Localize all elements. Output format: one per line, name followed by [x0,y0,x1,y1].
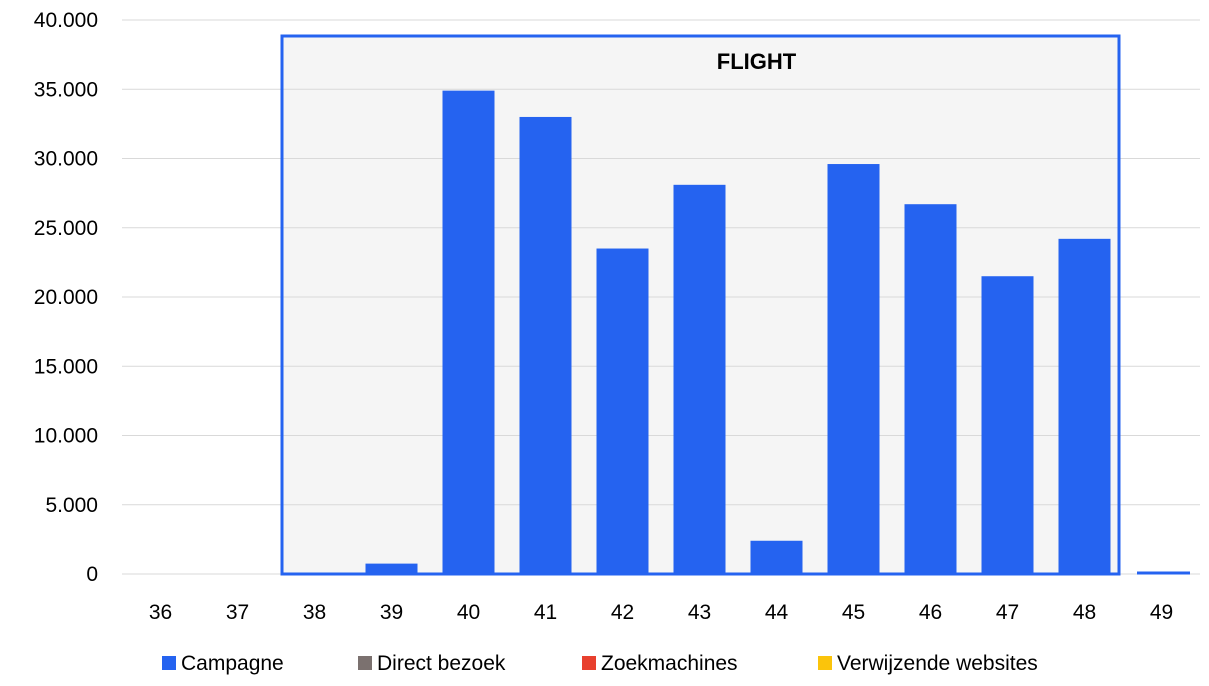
y-tick-label: 40.000 [34,9,98,32]
x-tick-label: 39 [380,601,403,624]
legend-swatch [358,656,372,670]
x-tick-label: 44 [765,601,789,624]
x-tick-label: 43 [688,601,711,624]
x-tick-label: 36 [149,601,172,624]
bar [365,563,418,574]
x-tick-label: 42 [611,601,634,624]
y-tick-label: 0 [86,563,98,586]
x-tick-label: 38 [303,601,326,624]
y-tick-label: 20.000 [34,286,98,309]
y-tick-label: 35.000 [34,78,98,101]
legend-swatch [818,656,832,670]
bar [1058,238,1111,574]
legend-label: Direct bezoek [377,652,506,675]
x-tick-label: 48 [1073,601,1096,624]
y-tick-label: 10.000 [34,425,98,448]
x-tick-label: 37 [226,601,249,624]
x-tick-label: 40 [457,601,480,624]
y-tick-label: 30.000 [34,148,98,171]
bar [981,276,1034,574]
bar [519,116,572,574]
legend-label: Campagne [181,652,284,675]
legend-swatch [582,656,596,670]
bar [750,540,803,574]
legend-label: Verwijzende websites [837,652,1038,675]
bar [827,164,880,575]
legend-swatch [162,656,176,670]
bar [442,90,495,574]
x-tick-label: 49 [1150,601,1173,624]
x-tick-label: 46 [919,601,942,624]
x-tick-label: 45 [842,601,865,624]
bar [596,248,649,574]
bar [673,184,726,574]
flight-label: FLIGHT [717,49,797,74]
legend-label: Zoekmachines [601,652,738,675]
x-tick-label: 41 [534,601,557,624]
y-tick-label: 15.000 [34,355,98,378]
y-tick-label: 5.000 [45,494,98,517]
x-tick-label: 47 [996,601,1019,624]
bar [288,572,341,574]
y-tick-label: 25.000 [34,217,98,240]
bar [904,204,957,574]
